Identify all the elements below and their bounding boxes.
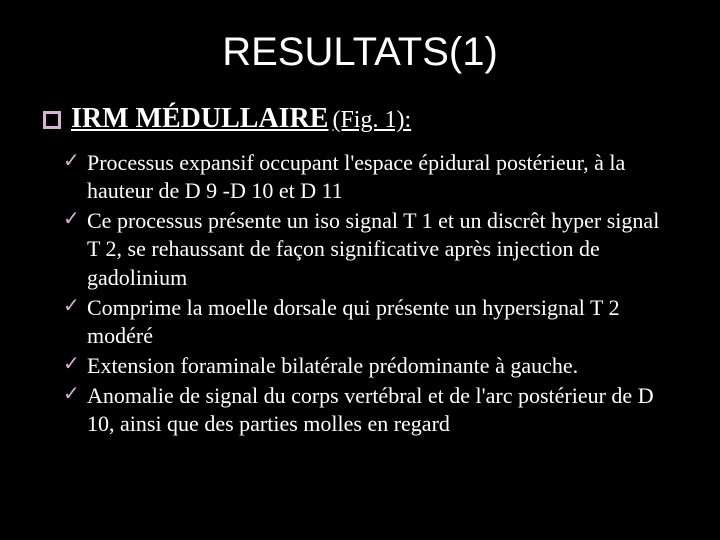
list-item: Anomalie de signal du corps vertébral et… [63,382,675,438]
subtitle-row: IRM MÉDULLAIRE (Fig. 1): [35,103,685,135]
list-item: Processus expansif occupant l'espace épi… [63,149,675,205]
subtitle-figure: (Fig. 1): [332,107,411,134]
slide: RESULTATS(1) IRM MÉDULLAIRE (Fig. 1): Pr… [0,0,720,540]
slide-title: RESULTATS(1) [35,30,685,75]
bullet-list: Processus expansif occupant l'espace épi… [35,149,685,439]
list-item: Comprime la moelle dorsale qui présente … [63,294,675,350]
bullet-square-icon [43,111,61,129]
list-item: Ce processus présente un iso signal T 1 … [63,207,675,291]
list-item: Extension foraminale bilatérale prédomin… [63,352,675,380]
subtitle-main: IRM MÉDULLAIRE [71,103,328,135]
